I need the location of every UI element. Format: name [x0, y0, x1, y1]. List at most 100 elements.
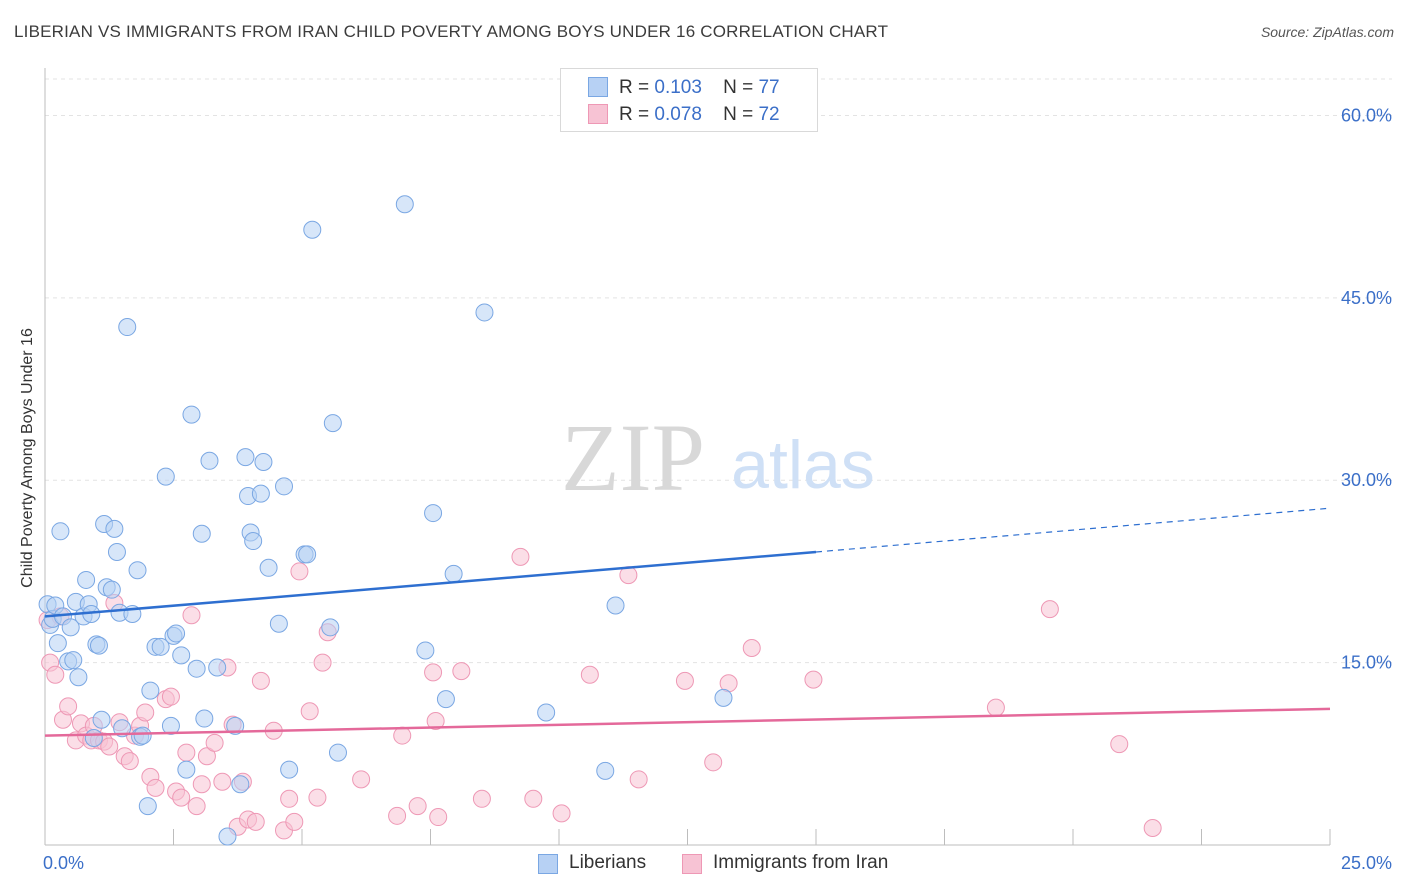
axes	[44, 68, 1331, 846]
liberian-point	[416, 641, 435, 660]
liberian-point	[269, 614, 288, 633]
iran-point	[388, 806, 407, 825]
liberian-point	[395, 195, 414, 214]
iran-point	[424, 663, 443, 682]
iran-point	[136, 703, 155, 722]
liberian-point	[218, 827, 237, 846]
liberian-point	[259, 558, 278, 577]
watermark-zip: ZIP	[561, 404, 705, 511]
liberian-point	[151, 637, 170, 656]
tick-labels: 15.0% 30.0% 45.0% 60.0% 0.0% 25.0%	[43, 105, 1392, 873]
y-tick-label: 45.0%	[1341, 288, 1392, 308]
iran-point	[1143, 818, 1162, 837]
iran-point	[552, 804, 571, 823]
liberian-point	[208, 658, 227, 677]
liberian-point	[303, 220, 322, 239]
watermark: ZIP atlas	[561, 404, 875, 511]
liberian-point	[48, 634, 67, 653]
iran-point	[408, 797, 427, 816]
liberian-point	[298, 545, 317, 564]
iran-point	[280, 789, 299, 808]
liberian-point	[328, 743, 347, 762]
liberian-point	[596, 761, 615, 780]
liberian-point	[172, 646, 191, 665]
liberian-point	[195, 709, 214, 728]
iran-point	[182, 606, 201, 625]
iran-point	[986, 698, 1005, 717]
liberian-point	[161, 716, 180, 735]
iran-point	[580, 665, 599, 684]
iran-point	[804, 670, 823, 689]
iran-point	[429, 808, 448, 827]
iran-legend-swatch	[682, 854, 702, 874]
liberian-point	[113, 719, 132, 738]
iran-point	[472, 789, 491, 808]
iran-trend-line	[44, 707, 1331, 737]
y-tick-label: 15.0%	[1341, 653, 1392, 673]
legend-n-value: 77	[758, 77, 780, 98]
liberians-legend-swatch	[538, 854, 558, 874]
iran-point	[426, 711, 445, 730]
liberian-point	[251, 484, 270, 503]
liberian-point	[606, 596, 625, 615]
legend-r-value: 0.078	[654, 104, 702, 125]
iran-point	[675, 671, 694, 690]
liberian-point	[254, 453, 273, 471]
grid-lines	[45, 78, 1392, 664]
watermark-atlas: atlas	[731, 427, 875, 503]
iran-point	[59, 697, 78, 716]
iran-point	[192, 775, 211, 794]
liberian-point	[714, 688, 733, 707]
liberian-point	[69, 668, 88, 687]
liberian-point	[187, 659, 206, 678]
iran-point	[290, 562, 309, 581]
liberian-point	[84, 729, 103, 748]
liberian-point	[444, 564, 463, 583]
correlation-legend: R = 0.103 N = 77 R = 0.078 N = 72	[560, 68, 818, 132]
iran-point	[197, 747, 216, 766]
liberian-point	[133, 726, 152, 745]
liberian-trend-line	[44, 550, 817, 618]
liberian-point	[424, 504, 443, 523]
liberian-trend-extension	[815, 507, 1331, 553]
liberian-point	[200, 451, 219, 470]
legend-n-label: N =	[723, 104, 754, 125]
iran-point	[251, 671, 270, 690]
liberian-point	[177, 760, 196, 779]
trend-lines	[44, 507, 1331, 737]
iran-point	[1110, 735, 1129, 754]
x-tick-label: 0.0%	[43, 853, 84, 873]
liberian-point	[537, 703, 556, 722]
liberian-point	[118, 318, 137, 337]
liberian-point	[105, 519, 124, 538]
iran-point	[1040, 600, 1059, 619]
iran-point	[393, 726, 412, 745]
iran-point	[120, 752, 139, 771]
liberian-point	[236, 448, 255, 467]
iran-point	[300, 702, 319, 721]
liberian-point	[156, 467, 175, 486]
iran-point	[524, 789, 543, 808]
x-tick-label: 25.0%	[1341, 853, 1392, 873]
liberian-point	[231, 775, 250, 794]
liberian-point	[141, 681, 160, 700]
liberians-legend-label: Liberians	[569, 852, 647, 873]
y-tick-label: 60.0%	[1341, 105, 1392, 125]
legend-r-label: R =	[619, 77, 650, 98]
liberian-point	[192, 524, 211, 543]
liberian-point	[138, 797, 157, 816]
iran-point	[187, 797, 206, 816]
legend-r-value: 0.103	[654, 77, 702, 98]
liberian-point	[64, 651, 83, 670]
iran-point	[308, 788, 327, 807]
iran-point	[146, 778, 165, 797]
liberian-point	[51, 522, 70, 541]
iran-point	[742, 639, 761, 658]
iran-point	[46, 665, 65, 684]
iran-legend-label: Immigrants from Iran	[713, 852, 889, 873]
y-tick-label: 30.0%	[1341, 470, 1392, 490]
legend-n-label: N =	[723, 77, 754, 98]
iran-point	[452, 662, 471, 681]
legend-r-label: R =	[619, 104, 650, 125]
